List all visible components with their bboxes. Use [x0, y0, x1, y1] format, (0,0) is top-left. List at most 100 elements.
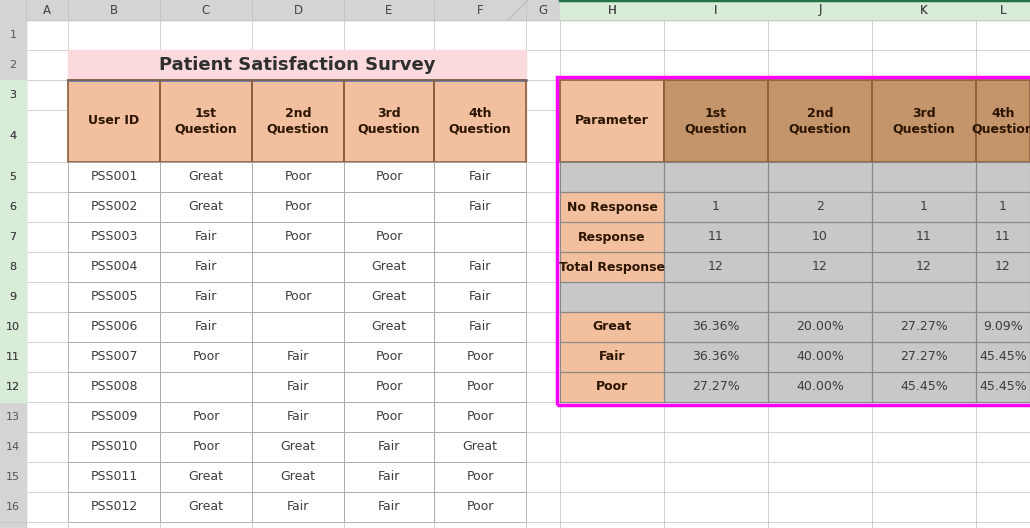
Bar [976, 252, 1030, 282]
Text: 4: 4 [9, 131, 16, 141]
Bar [344, 80, 434, 162]
Bar [160, 162, 252, 192]
Bar [68, 192, 160, 222]
Text: Poor: Poor [375, 381, 403, 393]
Bar [872, 282, 976, 312]
Bar [160, 462, 252, 492]
Bar [434, 192, 526, 222]
Text: D: D [294, 4, 303, 16]
Bar [344, 312, 434, 342]
Bar [160, 80, 252, 162]
Text: 16: 16 [6, 502, 20, 512]
Bar [344, 462, 434, 492]
Bar [664, 282, 768, 312]
Bar [68, 312, 160, 342]
Text: 12: 12 [916, 260, 932, 274]
Text: 40.00%: 40.00% [796, 381, 844, 393]
Bar [768, 342, 872, 372]
Bar [344, 432, 434, 462]
Bar [976, 252, 1030, 282]
Text: PSS012: PSS012 [91, 501, 138, 514]
Bar [0, 462, 26, 492]
Text: PSS011: PSS011 [91, 470, 138, 484]
Bar [160, 402, 252, 432]
Bar [68, 342, 160, 372]
Bar [252, 252, 344, 282]
Text: L: L [1000, 4, 1006, 16]
Bar [872, 372, 976, 402]
Text: 6: 6 [9, 202, 16, 212]
Bar [160, 312, 252, 342]
Bar [872, 312, 976, 342]
Text: G: G [539, 4, 548, 16]
Bar [68, 342, 160, 372]
Text: 36.36%: 36.36% [692, 320, 740, 334]
Bar [664, 342, 768, 372]
Text: 3rd
Question: 3rd Question [357, 107, 420, 135]
Text: Fair: Fair [378, 470, 401, 484]
Bar [664, 312, 768, 342]
Text: 1: 1 [712, 201, 720, 213]
Bar [0, 162, 26, 192]
Bar [252, 162, 344, 192]
Text: Fair: Fair [469, 201, 491, 213]
Text: 10: 10 [6, 322, 20, 332]
Bar [434, 492, 526, 522]
Bar [344, 342, 434, 372]
Bar [160, 282, 252, 312]
Text: Great: Great [280, 440, 315, 454]
Bar [252, 162, 344, 192]
Text: L: L [1000, 4, 1006, 16]
Bar [664, 222, 768, 252]
Bar [252, 312, 344, 342]
Bar [0, 282, 26, 312]
Text: PSS008: PSS008 [91, 381, 138, 393]
Bar [68, 80, 160, 162]
Bar [768, 192, 872, 222]
Text: Poor: Poor [193, 440, 219, 454]
Bar [0, 342, 26, 372]
Text: Great: Great [592, 320, 631, 334]
Bar [872, 252, 976, 282]
Bar [976, 312, 1030, 342]
Text: 45.45%: 45.45% [980, 381, 1027, 393]
Bar [560, 282, 664, 312]
Bar [872, 162, 976, 192]
Text: Poor: Poor [467, 470, 493, 484]
Bar [664, 312, 768, 342]
Bar [976, 222, 1030, 252]
Text: PSS001: PSS001 [91, 171, 138, 184]
Bar [434, 80, 526, 162]
Bar [344, 342, 434, 372]
Bar [664, 162, 768, 192]
Text: I: I [715, 4, 718, 16]
Text: 8: 8 [9, 262, 16, 272]
Text: PSS002: PSS002 [91, 201, 138, 213]
Bar [976, 192, 1030, 222]
Bar [68, 282, 160, 312]
Bar [664, 342, 768, 372]
Bar [526, 0, 560, 20]
Bar [976, 282, 1030, 312]
Bar [976, 372, 1030, 402]
Text: 7: 7 [9, 232, 16, 242]
Bar [664, 252, 768, 282]
Bar [0, 0, 26, 528]
Bar [252, 222, 344, 252]
Bar [0, 432, 26, 462]
Bar [0, 222, 26, 252]
Bar [872, 312, 976, 342]
Bar [0, 342, 26, 372]
Text: 4th
Question: 4th Question [971, 107, 1030, 135]
Bar [0, 50, 26, 80]
Bar [160, 492, 252, 522]
Text: Fair: Fair [286, 351, 309, 363]
Text: Great: Great [188, 470, 224, 484]
Bar [252, 312, 344, 342]
Text: Fair: Fair [195, 260, 217, 274]
Text: Great: Great [372, 320, 407, 334]
Bar [434, 372, 526, 402]
Text: PSS007: PSS007 [91, 351, 138, 363]
Text: C: C [202, 4, 210, 16]
Bar [434, 372, 526, 402]
